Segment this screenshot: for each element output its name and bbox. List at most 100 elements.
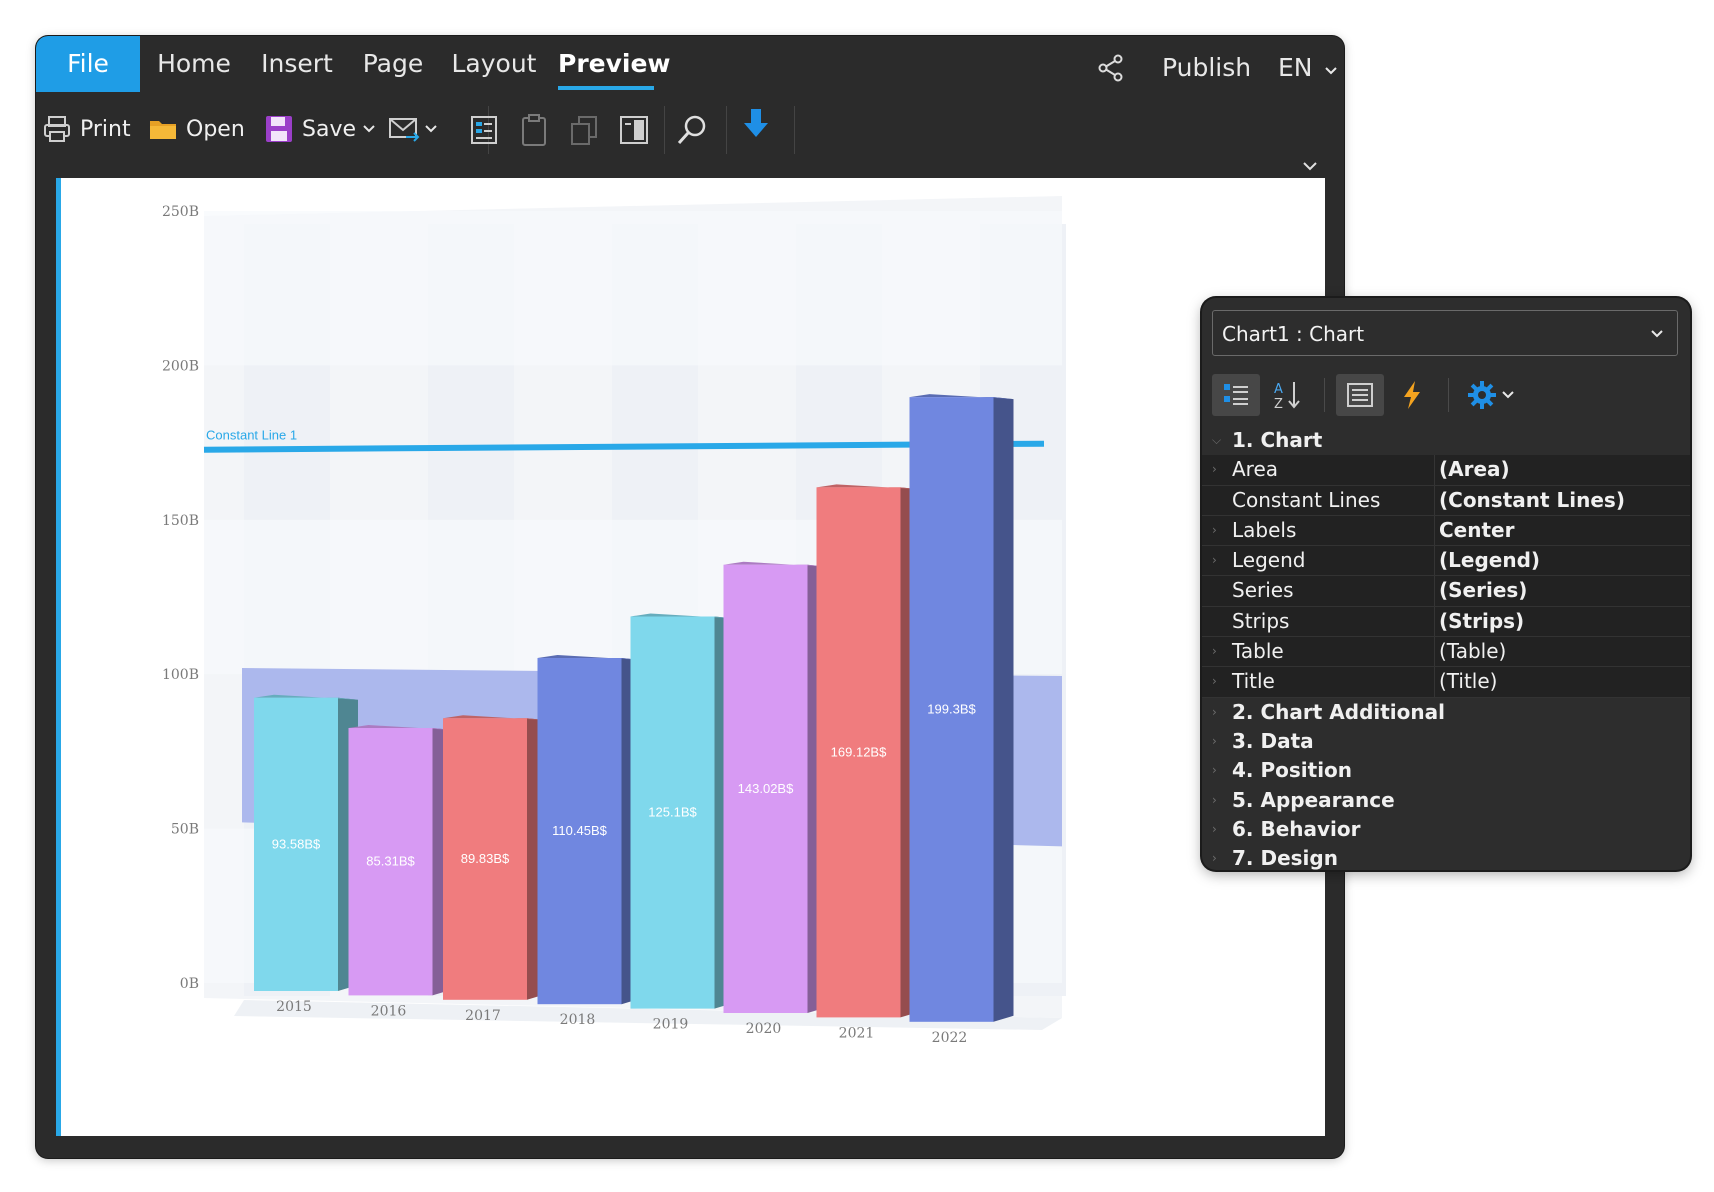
open-button[interactable]: Open	[148, 110, 245, 148]
property-name: Constant Lines	[1232, 487, 1381, 512]
printer-icon	[44, 116, 70, 142]
panel-separator	[1324, 378, 1325, 412]
gear-icon	[1468, 381, 1496, 409]
print-button[interactable]: Print	[42, 110, 131, 148]
tab-preview[interactable]: Preview	[558, 36, 671, 92]
panel-separator	[1448, 378, 1449, 412]
property-name: Table	[1232, 639, 1284, 664]
expand-arrow-icon[interactable]: ›	[1212, 674, 1217, 689]
constant-line	[203, 440, 1045, 453]
bar-top	[909, 394, 1014, 400]
property-name: Title	[1232, 669, 1275, 694]
expand-arrow-icon[interactable]: ›	[1212, 763, 1217, 778]
property-row-strips[interactable]: Strips (Strips)	[1202, 606, 1690, 638]
collapse-arrow-icon[interactable]: ⌵	[1212, 433, 1222, 447]
export-down-arrow-icon[interactable]	[738, 104, 774, 144]
bar	[443, 718, 527, 1000]
properties-view-button[interactable]	[1336, 374, 1384, 416]
email-button[interactable]	[388, 110, 438, 148]
category-appearance[interactable]: › 5. Appearance	[1202, 786, 1690, 815]
share-icon[interactable]	[1096, 36, 1126, 100]
expand-arrow-icon[interactable]: ›	[1212, 821, 1217, 836]
category-label: 3. Data	[1232, 728, 1314, 753]
expand-arrow-icon[interactable]: ›	[1212, 733, 1217, 748]
save-button[interactable]: Save	[264, 110, 376, 148]
category-design[interactable]: › 7. Design	[1202, 844, 1690, 870]
property-row-title[interactable]: › Title (Title)	[1202, 667, 1690, 698]
alphabetical-sort-button[interactable]: A Z	[1264, 374, 1312, 416]
tab-insert[interactable]: Insert	[261, 49, 333, 78]
property-value[interactable]: (Series)	[1434, 576, 1690, 606]
tab-file[interactable]: File	[36, 36, 140, 92]
page-layout-icon[interactable]	[616, 110, 652, 150]
property-value[interactable]: Center	[1434, 515, 1690, 546]
constant-line-label: Constant Line 1	[206, 428, 297, 443]
category-behavior[interactable]: › 6. Behavior	[1202, 815, 1690, 844]
save-label: Save	[302, 116, 357, 142]
y-axis-tick-label: 0B	[180, 976, 199, 992]
property-value[interactable]: (Area)	[1434, 455, 1690, 485]
clipboard-icon[interactable]	[516, 110, 552, 150]
bar-top	[630, 613, 735, 619]
collapse-ribbon-chevron-icon[interactable]	[1292, 146, 1328, 186]
category-chart[interactable]: ⌵ 1. Chart	[1202, 426, 1690, 455]
category-chart-additional[interactable]: › 2. Chart Additional	[1202, 698, 1690, 727]
bar-data-label: 169.12B$	[831, 744, 887, 759]
chevron-down-icon	[1502, 391, 1514, 399]
property-value[interactable]: (Strips)	[1434, 606, 1690, 637]
property-value[interactable]: (Constant Lines)	[1434, 485, 1690, 515]
tab-layout[interactable]: Layout	[451, 49, 537, 78]
property-row-table[interactable]: › Table (Table)	[1202, 637, 1690, 668]
settings-dropdown-button[interactable]	[1460, 374, 1522, 416]
expand-arrow-icon[interactable]: ›	[1212, 462, 1217, 477]
report-designer-window: File Home Insert Page Layout Preview Pub…	[36, 36, 1344, 1158]
property-row-constant-lines[interactable]: Constant Lines (Constant Lines)	[1202, 485, 1690, 516]
category-position[interactable]: › 4. Position	[1202, 756, 1690, 785]
bar	[537, 658, 622, 1005]
category-label: 4. Position	[1232, 758, 1353, 783]
tab-home[interactable]: Home	[157, 49, 231, 78]
categorized-view-button[interactable]	[1212, 374, 1260, 416]
expand-arrow-icon[interactable]: ›	[1212, 553, 1217, 568]
category-label: 1. Chart	[1232, 428, 1323, 452]
copy-pages-icon[interactable]	[566, 110, 602, 150]
open-label: Open	[186, 116, 245, 142]
property-row-labels[interactable]: › Labels Center	[1202, 515, 1690, 547]
category-label: 5. Appearance	[1232, 787, 1395, 812]
tab-page[interactable]: Page	[362, 49, 424, 78]
property-row-legend[interactable]: › Legend (Legend)	[1202, 546, 1690, 577]
events-view-button[interactable]	[1388, 374, 1436, 416]
document-map-icon[interactable]	[466, 110, 502, 150]
property-row-series[interactable]: Series (Series)	[1202, 576, 1690, 607]
object-selector-dropdown[interactable]: Chart1 : Chart	[1212, 310, 1678, 356]
chart-floor	[234, 1000, 1062, 1030]
y-axis-tick-label: 250B	[162, 204, 199, 220]
chevron-down-icon	[425, 125, 437, 133]
toolbar: Print Open Save	[36, 96, 1344, 200]
property-name: Labels	[1232, 517, 1297, 542]
x-axis-tick-label: 2015	[276, 999, 312, 1015]
chart-grid-band	[204, 211, 1062, 366]
bar-top	[723, 561, 828, 567]
y-axis-tick-label: 50B	[171, 822, 199, 838]
bar-side	[993, 397, 1014, 1022]
toolbar-separator	[726, 106, 727, 154]
property-value[interactable]: (Title)	[1434, 667, 1690, 697]
floppy-disk-icon	[266, 116, 292, 142]
expand-arrow-icon[interactable]: ›	[1212, 851, 1217, 866]
expand-arrow-icon[interactable]: ›	[1212, 704, 1217, 719]
expand-arrow-icon[interactable]: ›	[1212, 792, 1217, 807]
expand-arrow-icon[interactable]: ›	[1212, 522, 1217, 537]
bar-data-label: 110.45B$	[552, 823, 607, 838]
language-selector[interactable]: EN	[1278, 36, 1338, 100]
publish-button[interactable]: Publish	[1162, 53, 1252, 82]
bar-data-label: 85.31B$	[366, 854, 415, 869]
expand-arrow-icon[interactable]: ›	[1212, 644, 1217, 659]
search-icon[interactable]	[674, 110, 710, 150]
category-data[interactable]: › 3. Data	[1202, 727, 1690, 756]
envelope-icon	[389, 118, 420, 142]
property-name: Legend	[1232, 548, 1306, 573]
property-value[interactable]: (Legend)	[1434, 546, 1690, 576]
property-row-area[interactable]: › Area (Area)	[1202, 455, 1690, 486]
property-value[interactable]: (Table)	[1434, 637, 1690, 667]
